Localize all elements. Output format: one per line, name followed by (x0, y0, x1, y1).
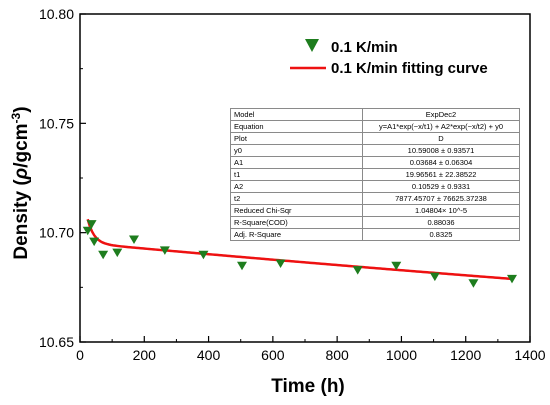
fit-table-key: Plot (230, 132, 363, 145)
fit-table-value: 0.88036 (362, 216, 520, 229)
fit-table-row: t2 7877.45707 ± 76625.37238 (230, 192, 520, 205)
data-point (429, 272, 440, 282)
data-point (352, 266, 363, 275)
fit-table-row: Model ExpDec2 (230, 108, 520, 121)
data-point (159, 246, 170, 255)
x-tick-label: 400 (197, 347, 221, 363)
legend-label-fit: 0.1 K/min fitting curve (331, 60, 488, 77)
fit-table-value: 0.03684 ± 0.06304 (362, 156, 520, 169)
x-tick-label: 1400 (514, 347, 545, 363)
y-axis-title: Density (ρ/gcm-3) (9, 106, 32, 259)
fit-table-key: Adj. R-Square (230, 228, 363, 241)
y-tick-label: 10.80 (39, 6, 74, 22)
fit-table-row: Reduced Chi-Sqr 1.04804× 10^-5 (230, 204, 520, 217)
fit-table-value: y=A1*exp(−x/t1) + A2*exp(−x/t2) + y0 (362, 120, 520, 133)
x-tick-label: 800 (325, 347, 349, 363)
fit-table-value: 0.8325 (362, 228, 520, 241)
fit-table-value: 0.10529 ± 0.9331 (362, 180, 520, 193)
x-tick-label: 600 (261, 347, 285, 363)
fit-table-row: Equation y=A1*exp(−x/t1) + A2*exp(−x/t2) … (230, 120, 520, 133)
x-tick-label: 1000 (386, 347, 417, 363)
data-point (198, 250, 209, 260)
x-axis-title: Time (h) (271, 376, 345, 397)
fit-table-value: D (362, 132, 520, 145)
fit-table-row: R-Square(COD) 0.88036 (230, 216, 520, 229)
fit-table-key: Reduced Chi-Sqr (230, 204, 363, 217)
fit-table-value: 7877.45707 ± 76625.37238 (362, 192, 520, 205)
y-tick-label: 10.70 (39, 225, 74, 241)
data-point (89, 237, 100, 247)
legend-label-points: 0.1 K/min (331, 39, 398, 56)
fit-table-row: Plot D (230, 132, 520, 145)
data-point (98, 250, 109, 260)
fit-table-row: t1 19.96561 ± 22.38522 (230, 168, 520, 181)
fit-table-key: t1 (230, 168, 363, 181)
fit-table-value: 1.04804× 10^-5 (362, 204, 520, 217)
data-point (82, 226, 93, 236)
fit-table-row: y0 10.59008 ± 0.93571 (230, 144, 520, 157)
fit-table-key: R-Square(COD) (230, 216, 363, 229)
x-tick-label: 0 (76, 347, 84, 363)
data-point (86, 220, 97, 229)
data-point (468, 279, 479, 288)
y-tick-label: 10.65 (39, 334, 74, 350)
data-point (391, 261, 402, 271)
fit-table-key: A2 (230, 180, 363, 193)
fit-table-key: t2 (230, 192, 363, 205)
fit-parameters-table: Model ExpDec2 Equation y=A1*exp(−x/t1) + A2… (230, 108, 520, 241)
fit-table-value: 19.96561 ± 22.38522 (362, 168, 520, 181)
data-point (129, 235, 139, 244)
x-tick-label: 200 (133, 347, 157, 363)
y-tick-label: 10.75 (39, 115, 74, 131)
fit-table-row: A2 0.10529 ± 0.9331 (230, 180, 520, 193)
fitting-curve (86, 218, 513, 281)
data-point (507, 274, 517, 284)
fit-table-key: Equation (230, 120, 363, 133)
fit-table-key: A1 (230, 156, 363, 169)
fit-table-key: Model (230, 108, 363, 121)
fit-table-key: y0 (230, 144, 363, 157)
fit-table-value: ExpDec2 (362, 108, 520, 121)
fit-table-value: 10.59008 ± 0.93571 (362, 144, 520, 157)
fit-table-row: Adj. R-Square 0.8325 (230, 228, 520, 241)
data-point (112, 248, 123, 258)
fit-table-row: A1 0.03684 ± 0.06304 (230, 156, 520, 169)
data-point (275, 259, 286, 269)
x-tick-label: 1200 (450, 347, 481, 363)
legend-triangle-marker (305, 39, 319, 52)
data-point (237, 261, 247, 271)
